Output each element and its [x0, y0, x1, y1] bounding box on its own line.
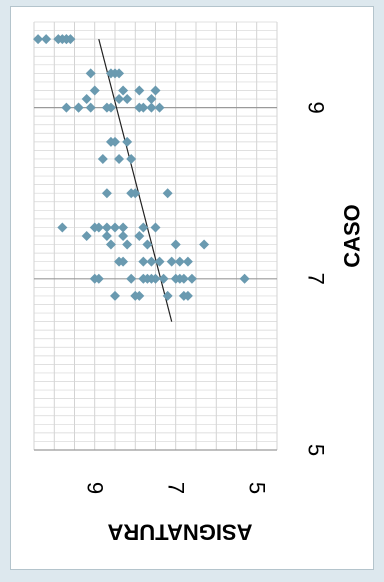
data-point [93, 273, 104, 284]
data-point [89, 85, 100, 96]
data-point [154, 102, 165, 113]
data-point [101, 188, 112, 199]
data-point [150, 222, 161, 233]
data-point [146, 94, 157, 105]
data-point [182, 290, 193, 301]
data-point [186, 273, 197, 284]
data-point [105, 102, 116, 113]
data-point [81, 94, 92, 105]
data-point [158, 273, 169, 284]
data-point [85, 102, 96, 113]
data-point [41, 34, 52, 45]
data-point [118, 222, 129, 233]
y-tick-label: 5 [244, 482, 269, 494]
data-point [150, 85, 161, 96]
data-point [138, 256, 149, 267]
data-point [154, 256, 165, 267]
chart-frame [10, 6, 374, 570]
data-point [110, 222, 120, 233]
x-tick-label: 9 [304, 101, 329, 113]
tick-labels: 5 7 9 5 7 9 [82, 101, 328, 494]
data-point [101, 222, 112, 233]
data-point [105, 239, 116, 250]
data-point [110, 136, 120, 147]
y-axis-title: ASIGNATURA [107, 520, 252, 545]
trendline [98, 38, 173, 322]
data-point [142, 239, 153, 250]
data-point [81, 231, 92, 241]
x-axis-title: CASO [340, 204, 365, 268]
data-point [33, 34, 44, 45]
data-point [174, 256, 185, 267]
data-point [239, 273, 250, 284]
data-point [130, 188, 141, 199]
data-point [61, 102, 72, 113]
y-tick-label: 9 [82, 482, 107, 494]
data-point [138, 222, 149, 233]
data-point [126, 153, 137, 164]
x-tick-label: 5 [304, 444, 329, 456]
data-point [118, 231, 129, 241]
data-point [122, 136, 133, 147]
data-point [162, 290, 173, 301]
data-point [178, 273, 189, 284]
data-point [166, 256, 177, 267]
data-point [101, 231, 112, 241]
data-point [65, 34, 76, 45]
data-point [170, 239, 181, 250]
data-point [93, 222, 104, 233]
data-point [85, 68, 96, 79]
data-point [73, 102, 84, 113]
data-point [162, 188, 173, 199]
data-point [126, 273, 137, 284]
data-point [114, 153, 125, 164]
data-point [146, 102, 157, 113]
data-point [199, 239, 210, 250]
data-point [97, 153, 108, 164]
data-point [110, 290, 120, 301]
data-point [114, 68, 125, 79]
data-point [134, 85, 145, 96]
data-points [33, 34, 250, 301]
y-tick-label: 7 [163, 482, 188, 494]
data-point [134, 231, 145, 241]
data-point [118, 256, 129, 267]
data-point [114, 94, 125, 105]
data-point [138, 102, 149, 113]
data-point [182, 256, 193, 267]
data-point [57, 222, 68, 233]
data-point [118, 85, 129, 96]
data-point [134, 290, 145, 301]
data-point [150, 273, 161, 284]
data-point [122, 94, 133, 105]
x-tick-label: 7 [304, 273, 329, 285]
data-point [146, 256, 157, 267]
data-point [122, 239, 133, 250]
